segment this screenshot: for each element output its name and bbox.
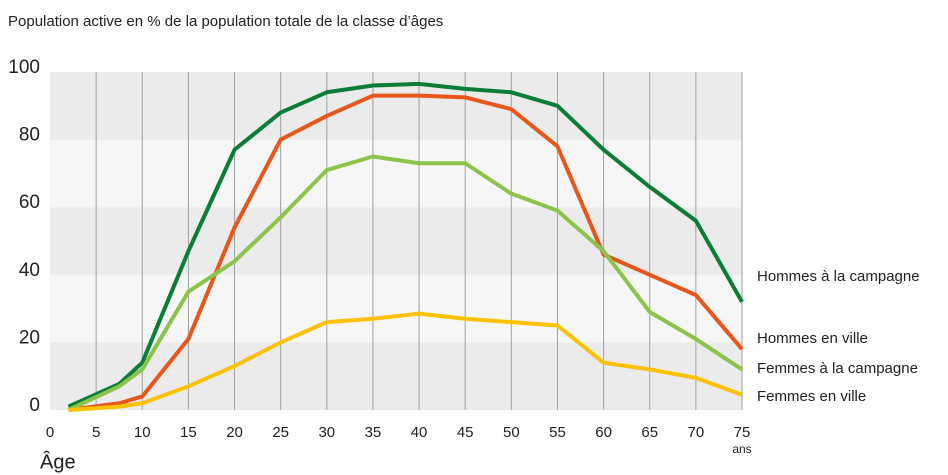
y-tick-label: 20 [19,327,40,348]
legend-label: Hommes en ville [757,330,868,347]
grid-band [50,342,742,410]
x-tick-label: 60 [595,424,612,441]
legend-label: Femmes à la campagne [757,360,918,377]
x-unit: ans [732,442,751,456]
x-tick-label: 45 [457,424,474,441]
y-tick-label: 60 [19,192,40,213]
y-tick-label: 80 [19,125,40,146]
legend-label: Femmes en ville [757,388,866,405]
x-tick-label: 75 [734,424,751,441]
x-tick-label: 30 [318,424,335,441]
x-tick-label: 15 [180,424,197,441]
legend-label: Hommes à la campagne [757,268,920,285]
x-tick-label: 25 [272,424,289,441]
x-tick-label: 65 [641,424,658,441]
x-tick-label: 40 [411,424,428,441]
grid-band [50,207,742,275]
chart-title: Population active en % de la population … [8,13,443,30]
series-line [67,154,744,412]
y-tick-label: 0 [29,395,40,416]
grid-band [50,72,742,140]
series-line [68,93,744,412]
x-tick-label: 5 [92,424,100,441]
y-tick-label: 100 [8,57,40,78]
series-line [67,81,744,409]
grid-band [50,139,742,208]
x-tick-label: 55 [549,424,566,441]
x-tick-label: 35 [365,424,382,441]
x-tick-label: 50 [503,424,520,441]
x-tick-label: 0 [46,424,54,441]
x-tick-label: 70 [688,424,705,441]
y-tick-label: 40 [19,260,40,281]
series-line [68,311,743,412]
x-tick-label: 20 [226,424,243,441]
x-axis-label: Âge [40,450,76,473]
x-tick-label: 10 [134,424,151,441]
